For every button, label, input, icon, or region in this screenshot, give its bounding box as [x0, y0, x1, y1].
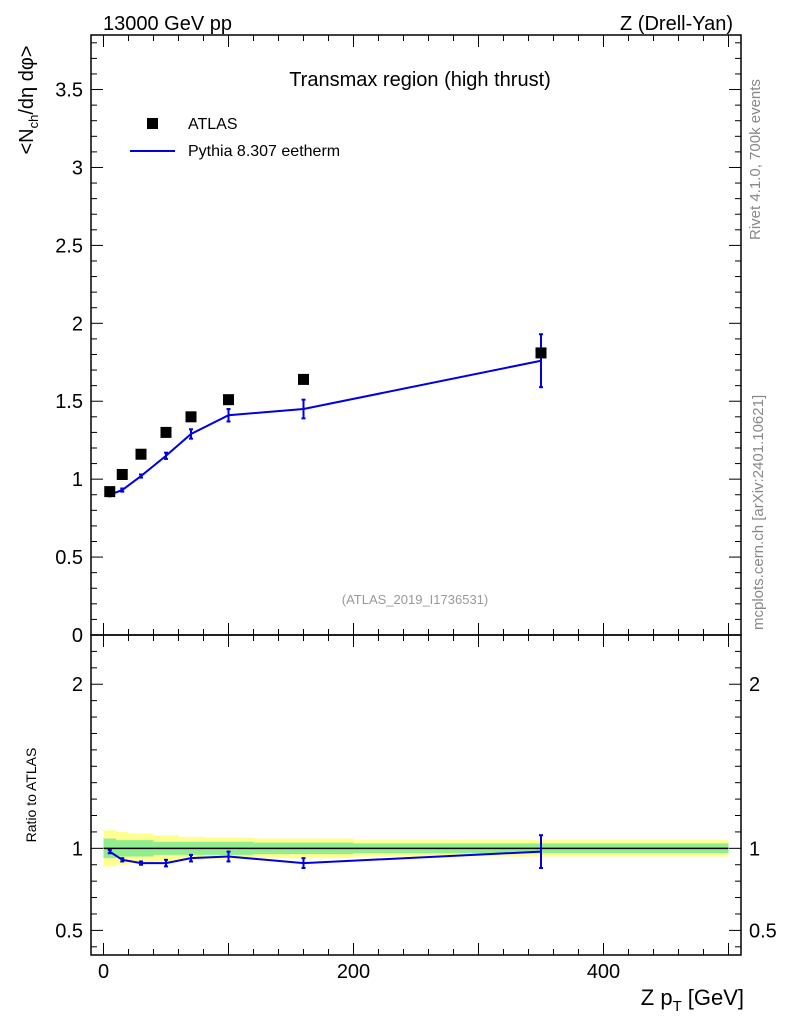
ratio-y-tick-label: 1	[72, 838, 83, 860]
ratio-y-tick-label: 0.5	[55, 920, 83, 942]
y-tick-label: 1	[72, 469, 83, 491]
ylabel-pre: <N	[16, 128, 38, 154]
ratio-y-tick-label-right: 1	[749, 838, 760, 860]
xlabel-unit: [GeV]	[688, 985, 744, 1010]
legend: ATLAS Pythia 8.307 eetherm	[130, 116, 340, 160]
atlas-data-point	[160, 426, 172, 438]
ylabel-sub: ch	[26, 115, 41, 129]
atlas-data-point	[135, 448, 147, 460]
header-right-label: Z (Drell-Yan)	[620, 13, 733, 35]
ratio-series-line	[109, 850, 542, 865]
mcplots-label: mcplots.cern.ch [arXiv:2401.10621]	[750, 395, 767, 630]
legend-atlas-label: ATLAS	[188, 116, 238, 133]
pythia-series-line	[109, 359, 542, 496]
main-y-axis-label: <Nch/dη dφ>	[16, 46, 41, 155]
y-tick-label: 0.5	[55, 547, 83, 569]
atlas-data-point	[104, 486, 116, 498]
ratio-y-tick-label-right: 0.5	[749, 920, 777, 942]
atlas-data-point	[116, 468, 128, 480]
y-tick-label: 2	[72, 313, 83, 335]
atlas-data-point	[185, 411, 197, 423]
ratio-y-tick-label: 2	[72, 674, 83, 696]
x-tick-label: 0	[98, 961, 109, 983]
ratio-frame	[90, 634, 742, 956]
y-tick-label: 3	[72, 157, 83, 179]
ylabel-post: /dη dφ>	[16, 46, 38, 115]
x-axis-label: Z pT [GeV]	[641, 985, 744, 1015]
header-left-label: 13000 GeV pp	[103, 13, 232, 35]
x-tick-label: 400	[587, 961, 620, 983]
main-title: Transmax region (high thrust)	[289, 69, 551, 91]
legend-atlas-marker	[147, 118, 158, 129]
y-tick-label: 0	[72, 625, 83, 647]
main-panel: 0 0.5 1 1.5 2 2.5 3 3.5 Transmax region (high t…	[16, 34, 742, 647]
rivet-label: Rivet 4.1.0, 700k events	[747, 79, 764, 240]
ratio-panel: 0.5 0.5 1 1 2 2 0 200 400 Ratio to ATLAS	[23, 634, 777, 983]
xlabel-main: Z p	[641, 985, 673, 1010]
y-tick-label: 2.5	[55, 235, 83, 257]
atlas-data-point	[535, 347, 547, 359]
legend-pythia-label: Pythia 8.307 eetherm	[188, 143, 340, 160]
analysis-watermark: (ATLAS_2019_I1736531)	[342, 592, 488, 607]
y-tick-label: 3.5	[55, 80, 83, 102]
atlas-data-point	[298, 373, 309, 385]
ratio-y-tick-label-right: 2	[749, 674, 760, 696]
ratio-y-axis-label: Ratio to ATLAS	[23, 748, 39, 843]
atlas-data-point	[223, 394, 234, 406]
y-tick-label: 1.5	[55, 391, 83, 413]
x-tick-label: 200	[337, 961, 370, 983]
xlabel-sub: T	[673, 998, 682, 1015]
